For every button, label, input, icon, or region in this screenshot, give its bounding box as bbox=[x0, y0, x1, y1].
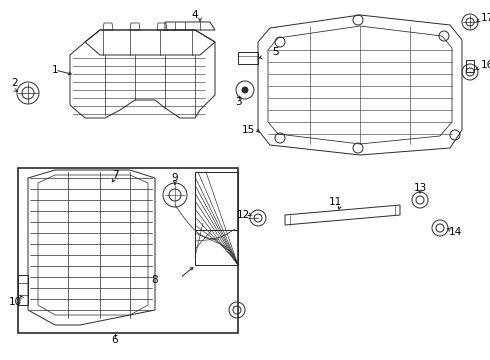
Text: 9: 9 bbox=[172, 173, 178, 183]
Text: 2: 2 bbox=[12, 78, 18, 88]
Text: 4: 4 bbox=[192, 10, 198, 20]
Circle shape bbox=[242, 87, 248, 93]
Text: 14: 14 bbox=[448, 227, 462, 237]
Text: 3: 3 bbox=[235, 97, 241, 107]
Text: 6: 6 bbox=[112, 335, 118, 345]
Text: 13: 13 bbox=[414, 183, 427, 193]
Text: 1: 1 bbox=[51, 65, 58, 75]
Text: 17: 17 bbox=[480, 13, 490, 23]
Text: 5: 5 bbox=[271, 47, 278, 57]
Text: 15: 15 bbox=[242, 125, 255, 135]
Bar bbox=[18, 168, 238, 333]
Text: 10: 10 bbox=[8, 297, 22, 307]
Bar bbox=[466, 60, 474, 72]
Text: 7: 7 bbox=[112, 170, 118, 180]
Text: 12: 12 bbox=[236, 210, 249, 220]
Text: 11: 11 bbox=[328, 197, 342, 207]
Text: 16: 16 bbox=[480, 60, 490, 70]
Text: 8: 8 bbox=[152, 275, 158, 285]
